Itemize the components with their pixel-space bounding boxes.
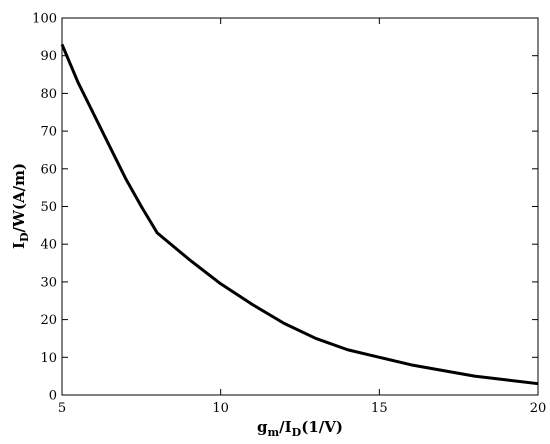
y-tick-label: 10 (40, 351, 57, 366)
x-axis-label: gm/ID(1/V) (257, 418, 343, 439)
x-label-sub: m (268, 426, 280, 439)
x-label-part: (1/V) (301, 418, 343, 436)
x-label-part: /I (279, 418, 292, 436)
y-tick-label: 60 (40, 162, 57, 177)
y-label-sub: D (18, 232, 31, 242)
x-tick-label: 20 (530, 401, 547, 416)
y-tick-label: 80 (40, 87, 57, 102)
plot-frame (61, 17, 539, 396)
y-tick-label: 70 (40, 125, 57, 140)
x-label-sub: D (292, 426, 302, 439)
y-tick-label: 0 (49, 389, 57, 404)
x-tick-label: 15 (371, 401, 388, 416)
y-tick-label: 30 (40, 275, 57, 290)
x-tick-label: 10 (212, 401, 229, 416)
line (60, 43, 539, 386)
y-tick-label: 100 (32, 12, 57, 27)
y-label-part: I (10, 242, 28, 249)
y-tick-label: 20 (40, 313, 57, 328)
y-tick-label: 50 (40, 200, 57, 215)
y-label-part: /W(A/m) (10, 163, 28, 233)
x-label-part: g (257, 418, 268, 436)
y-tick-label: 40 (40, 238, 57, 253)
y-axis-label: ID/W(A/m) (10, 163, 31, 249)
x-tick-label: 5 (58, 401, 66, 416)
y-tick-label: 90 (40, 49, 57, 64)
